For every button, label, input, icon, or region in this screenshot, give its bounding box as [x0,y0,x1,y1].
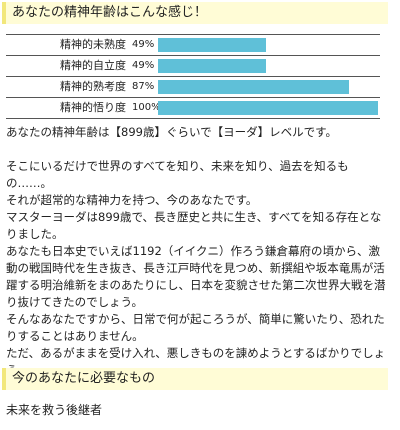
result-paragraph: それが超常的な精神力を持つ、今のあなたです。 [6,193,258,207]
stat-percent: 87% [132,81,155,92]
result-header: あなたの精神年齢はこんな感じ！ [2,2,388,24]
stat-row-enlightenment: 精神的悟り度 100% [6,98,380,119]
result-paragraph: マスターヨーダは899歳で、長き歴史と共に生き、すべてを知る存在となりました。 [6,210,382,241]
stat-label: 精神的未熟度 [60,38,126,51]
table-rule [6,34,380,35]
stat-label: 精神的悟り度 [60,101,126,114]
stat-row-immaturity: 精神的未熟度 49% [6,35,380,56]
stats-table: 精神的未熟度 49% 精神的自立度 49% 精神的熟考度 87% 精神的悟り度 … [6,34,380,119]
stat-row-independence: 精神的自立度 49% [6,56,380,77]
stat-bar [158,80,350,94]
stat-bar [158,38,266,52]
result-paragraph: そんなあなたですから、日常で何が起ころうが、簡単に驚いたり、恐れたりすることはあ… [6,312,385,343]
result-paragraph: そこにいるだけで世界のすべてを知り、未来を知り、過去を知るもの……。 [6,159,349,190]
stat-percent: 49% [132,60,155,71]
stat-row-contemplation: 精神的熟考度 87% [6,77,380,98]
result-paragraph: あなたも日本史でいえば1192（イイクニ）作ろう鎌倉幕府の頃から、激動の戦国時代… [6,244,386,309]
needs-header: 今のあなたに必要なもの [2,368,388,390]
stat-percent: 49% [132,39,155,50]
stat-bar [158,59,266,73]
stat-label: 精神的熟考度 [60,80,126,93]
stat-percent: 100% [132,102,161,113]
stat-label: 精神的自立度 [60,59,126,72]
result-description: あなたの精神年齢は【899歳】ぐらいで【ヨーダ】レベルです。 そこにいるだけで世… [6,124,390,379]
stat-bar [158,101,378,115]
result-summary: あなたの精神年齢は【899歳】ぐらいで【ヨーダ】レベルです。 [6,125,337,139]
needs-item: 未来を救う後継者 [6,403,103,417]
